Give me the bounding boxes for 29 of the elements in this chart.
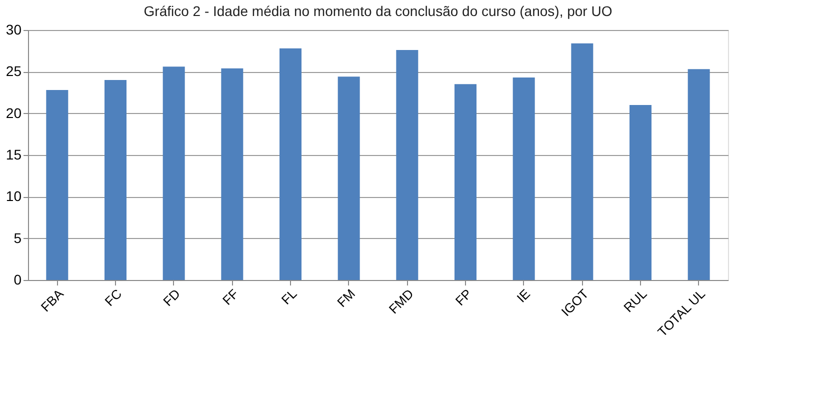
bar: [280, 48, 302, 280]
y-tick-label: 0: [14, 272, 22, 288]
y-tick-label: 30: [6, 22, 22, 38]
x-tick-label: FP: [452, 286, 475, 308]
bar: [512, 78, 535, 280]
bar: [454, 84, 476, 280]
bar: [688, 69, 710, 280]
bar: [162, 66, 185, 280]
x-tick-label: FC: [102, 286, 125, 309]
chart-title: Gráfico 2 - Idade média no momento da conclusão do curso (anos), por UO: [144, 3, 612, 19]
x-tick-label: FD: [160, 286, 184, 309]
y-tick-label: 25: [6, 63, 22, 80]
y-tick-label: 15: [6, 146, 22, 162]
bar: [338, 76, 360, 280]
bar: [571, 43, 594, 280]
x-tick-label: RUL: [620, 286, 650, 316]
x-tick-label: FM: [334, 286, 358, 310]
bar: [104, 80, 126, 280]
y-tick-label: 10: [6, 188, 22, 204]
bar: [46, 90, 68, 280]
x-tick-label: FL: [278, 286, 300, 308]
x-tick-label: IE: [514, 286, 534, 306]
y-tick-label: 5: [14, 230, 22, 246]
y-tick-label: 20: [6, 104, 22, 121]
bar: [396, 50, 418, 280]
x-tick-label: FF: [220, 286, 242, 308]
bar: [221, 68, 244, 280]
x-tick-label: FBA: [38, 286, 67, 315]
bar: [630, 105, 652, 280]
